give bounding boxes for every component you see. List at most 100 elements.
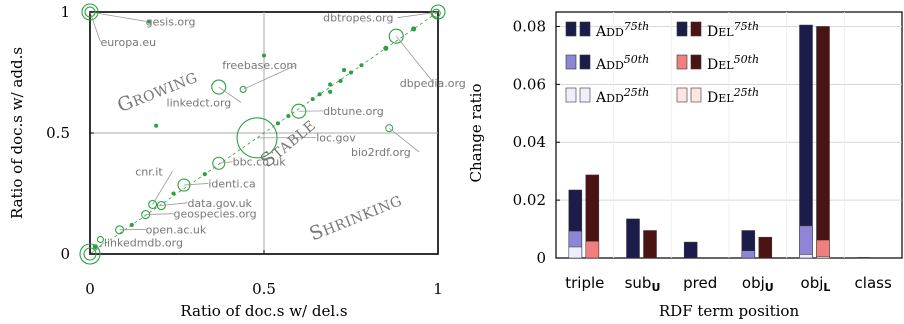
bar-objL-del-25 [816, 256, 830, 259]
bar-objL-add-25 [799, 254, 813, 259]
bar-objU-add-50 [741, 250, 756, 259]
scatter-annotation-arrow [89, 242, 105, 255]
bar-objL-del-75 [816, 26, 830, 259]
scatter-annotation-label: geospecies.org [174, 208, 257, 221]
scatter-annotation-label: cnr.it [135, 165, 163, 178]
legend-swatch [579, 87, 591, 103]
scatter-point [212, 156, 226, 170]
scatter-annotation-label: loc.gov [316, 131, 356, 144]
scatter-grid [89, 11, 439, 255]
scatter-annotation-label: dbpedia.org [400, 77, 466, 90]
scatter-annotation-label: gesis.org [146, 15, 196, 28]
scatter-annotation-arrow [242, 64, 297, 90]
legend-swatch [676, 54, 688, 70]
scatter-point [328, 82, 333, 87]
scatter-point [310, 97, 315, 102]
legend-swatch [565, 21, 577, 37]
bar-chart: 0 0.02 0.04 0.06 0.08 triple subU pred objU objL… [467, 11, 903, 320]
scatter-annotation-arrow [395, 35, 435, 84]
legend-swatch [690, 87, 702, 103]
scatter-point [202, 172, 207, 177]
scatter-annotation-label: dbtune.org [323, 105, 384, 118]
bar-legend: ADD75th DEL75th ADD50th DEL50th ADD25th DEL25… [565, 20, 759, 106]
scatter-point [84, 6, 96, 18]
scatter-point [239, 85, 247, 93]
scatter-x-tick-label: 0 [85, 280, 95, 298]
scatter-point [171, 191, 176, 196]
bar-y-tick-label: 0.08 [513, 17, 546, 35]
scatter-annotation-arrow [218, 86, 242, 103]
scatter-annotation-arrow [89, 11, 146, 22]
scatter-point [147, 19, 152, 24]
scatter-point [92, 244, 98, 250]
scatter-annotation-arrow [389, 127, 420, 153]
scatter-annotation-label: identi.ca [208, 177, 255, 190]
scatter-region-label-stable: STABLE [256, 114, 320, 172]
scatter-annotation-arrow [152, 171, 173, 205]
bar-y-tick-label: 0 [536, 249, 546, 267]
bar-y-tick-label: 0.06 [513, 75, 546, 93]
legend-label: ADD75th [595, 20, 649, 40]
scatter-annotation-arrow [89, 11, 101, 43]
scatter-x-tick-label: 1 [433, 280, 443, 298]
scatter-point [148, 199, 158, 209]
scatter-point [317, 92, 322, 97]
scatter-chart: gesis.org europa.eu dbtropes.org dbpedia.or… [8, 3, 466, 320]
scatter-annotation-label: bbc.co.uk [233, 156, 287, 169]
scatter-annotation-label: linkedct.org [167, 96, 232, 109]
legend-swatch [579, 54, 591, 70]
scatter-x-axis-label: Ratio of doc.s w/ del.s [180, 302, 347, 320]
legend-swatch [690, 54, 702, 70]
scatter-point [388, 28, 404, 44]
bar-objL-del-50 [816, 239, 830, 259]
scatter-annotation-label: dbtropes.org [323, 12, 393, 25]
scatter-point [328, 89, 333, 94]
bar-grid [556, 12, 902, 258]
legend-label: DEL50th [707, 53, 759, 73]
legend-label: DEL25th [707, 86, 759, 106]
scatter-annotation-label: linkedmdb.org [104, 237, 183, 250]
scatter-point [81, 3, 99, 21]
scatter-point [156, 201, 166, 211]
scatter-annotation-arrow [397, 11, 439, 19]
bar-objL-add-50 [799, 225, 813, 259]
scatter-y-axis-label: Ratio of doc.s w/ add.s [8, 47, 26, 219]
bar-category-label-objL: objL [801, 274, 831, 294]
legend-swatch [676, 21, 688, 37]
scatter-y-tick-label: 0 [60, 245, 70, 263]
bar-triple-del-50 [585, 240, 600, 259]
bar-category-label-subU: subU [625, 274, 661, 294]
bar-category-label-class: class [855, 274, 892, 292]
bar-category-label-triple: triple [565, 274, 604, 292]
bar-category-label-objU: objU [742, 274, 774, 294]
legend-label: ADD25th [595, 86, 649, 106]
scatter-point [286, 114, 291, 119]
legend-label: ADD50th [595, 53, 649, 73]
bar-triple-add-25 [568, 246, 583, 259]
bar-class-add-75 [856, 257, 871, 259]
bar-subU-add-75 [626, 218, 640, 259]
scatter-point [96, 235, 104, 244]
bar-category-labels: triple subU pred objU objL class [565, 274, 892, 294]
bar-tick-labels: 0 0.02 0.04 0.06 0.08 [513, 17, 560, 267]
scatter-point [348, 70, 354, 75]
scatter-point [261, 53, 267, 58]
bar-objU-del-75 [758, 236, 773, 259]
legend-swatch [690, 21, 702, 37]
scatter-x-tick-label: 0.5 [252, 280, 276, 298]
scatter-point [83, 247, 97, 261]
scatter-point [129, 222, 134, 228]
scatter-annotation-label: freebase.com [222, 59, 297, 72]
scatter-annotations: gesis.org europa.eu dbtropes.org dbpedia.or… [89, 11, 466, 255]
bar-pred-add-75 [683, 241, 698, 259]
scatter-annotation-arrow [159, 202, 188, 206]
scatter-point [359, 63, 364, 68]
bar-y-axis-label: Change ratio [467, 84, 485, 183]
scatter-point [383, 45, 389, 51]
bar-y-tick-label: 0.02 [513, 191, 546, 209]
scatter-region-label-shrinking: SHRINKING [306, 189, 405, 246]
scatter-point [79, 243, 101, 265]
bars [568, 24, 871, 259]
scatter-point [341, 68, 347, 73]
legend-swatch [565, 54, 577, 70]
